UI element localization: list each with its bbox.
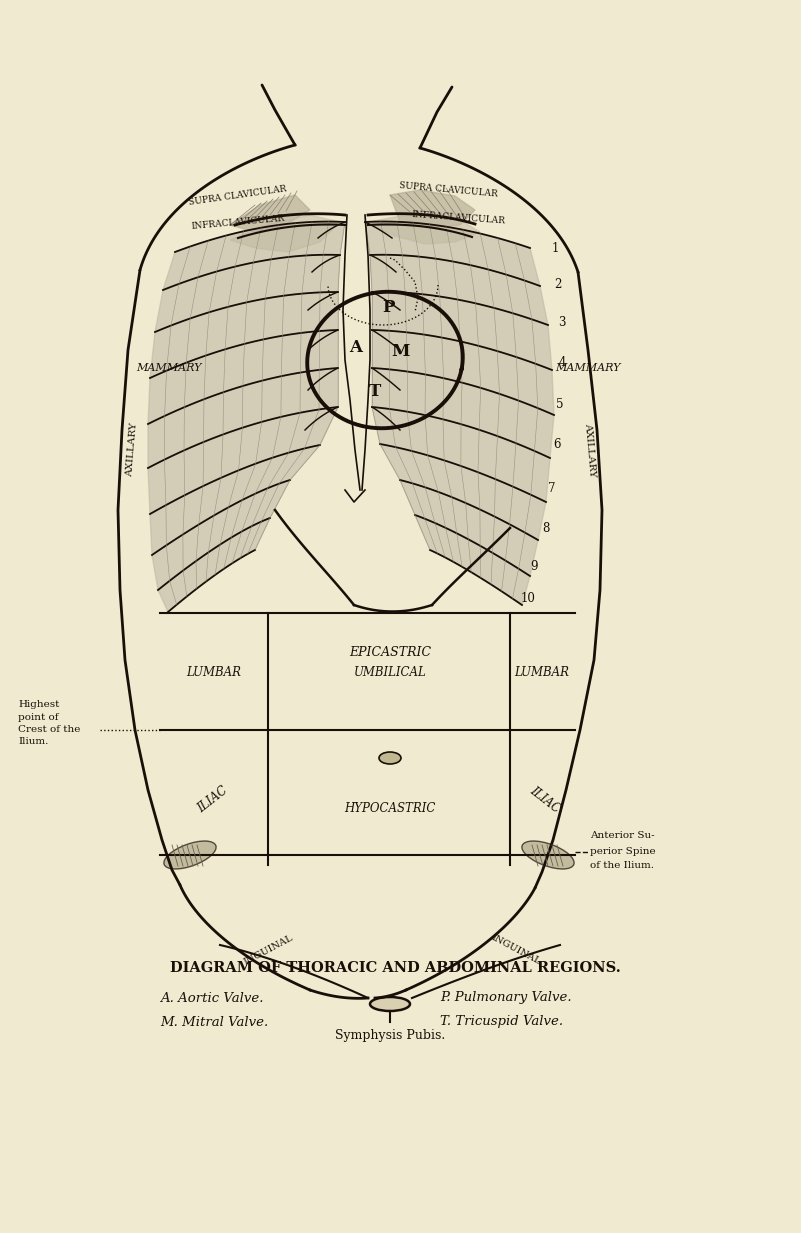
Text: 5: 5	[556, 397, 564, 411]
Text: 9: 9	[530, 560, 537, 572]
Polygon shape	[163, 222, 345, 290]
Text: M. Mitral Valve.: M. Mitral Valve.	[160, 1016, 268, 1028]
Text: UMBILICAL: UMBILICAL	[353, 666, 426, 678]
Text: DIAGRAM OF THORACIC AND ABDOMINAL REGIONS.: DIAGRAM OF THORACIC AND ABDOMINAL REGION…	[170, 961, 621, 975]
Polygon shape	[370, 255, 548, 326]
Text: 10: 10	[521, 592, 535, 604]
Text: MAMMARY: MAMMARY	[136, 363, 202, 374]
Polygon shape	[230, 195, 310, 232]
Text: Highest
point of
Crest of the
Ilium.: Highest point of Crest of the Ilium.	[18, 700, 80, 746]
Polygon shape	[148, 407, 338, 514]
Text: INFRACLAVICULAR: INFRACLAVICULAR	[411, 211, 505, 226]
Text: SUPRA CLAVICULAR: SUPRA CLAVICULAR	[398, 181, 497, 199]
Text: SUPRA CLAVICULAR: SUPRA CLAVICULAR	[188, 185, 288, 207]
Text: perior Spine: perior Spine	[590, 847, 656, 856]
Polygon shape	[400, 480, 538, 576]
Text: INGUINAL: INGUINAL	[489, 933, 542, 967]
Polygon shape	[155, 255, 340, 332]
Text: A: A	[349, 339, 363, 356]
Text: A. Aortic Valve.: A. Aortic Valve.	[160, 991, 264, 1005]
Text: 7: 7	[548, 482, 556, 494]
Text: INFRACLAVICULAR: INFRACLAVICULAR	[191, 213, 285, 231]
Text: of the Ilium.: of the Ilium.	[590, 862, 654, 870]
Polygon shape	[380, 444, 546, 540]
Text: 8: 8	[542, 522, 549, 534]
Text: ILIAC: ILIAC	[527, 784, 562, 816]
Text: LUMBAR: LUMBAR	[514, 666, 570, 678]
Text: 2: 2	[554, 279, 562, 291]
Polygon shape	[390, 190, 475, 228]
Ellipse shape	[379, 752, 401, 764]
Text: M: M	[391, 344, 409, 360]
Text: ILIAC: ILIAC	[195, 784, 231, 816]
Ellipse shape	[164, 841, 216, 869]
Polygon shape	[150, 445, 320, 555]
Polygon shape	[368, 215, 480, 244]
Text: AXILLARY: AXILLARY	[583, 423, 597, 477]
Polygon shape	[365, 222, 540, 286]
Text: INGUINAL: INGUINAL	[242, 933, 294, 967]
Polygon shape	[148, 330, 338, 424]
Text: T: T	[369, 383, 381, 401]
Text: Anterior Su-: Anterior Su-	[590, 831, 654, 841]
Text: AXILLARY: AXILLARY	[125, 423, 139, 477]
Polygon shape	[230, 215, 340, 252]
Text: P. Pulmonary Valve.: P. Pulmonary Valve.	[440, 991, 572, 1005]
Polygon shape	[372, 292, 552, 370]
Ellipse shape	[522, 841, 574, 869]
Polygon shape	[415, 515, 530, 605]
Polygon shape	[150, 292, 338, 379]
Text: P: P	[382, 300, 394, 317]
Text: 6: 6	[553, 439, 561, 451]
Text: LUMBAR: LUMBAR	[187, 666, 241, 678]
Text: 1: 1	[551, 242, 558, 254]
Text: HYPOCASTRIC: HYPOCASTRIC	[344, 801, 436, 815]
Text: 3: 3	[558, 316, 566, 328]
Polygon shape	[372, 330, 554, 416]
Polygon shape	[372, 407, 550, 502]
Polygon shape	[158, 518, 270, 612]
Text: MAMMARY: MAMMARY	[555, 363, 621, 374]
Text: EPICASTRIC: EPICASTRIC	[349, 646, 431, 658]
Polygon shape	[152, 480, 290, 591]
Text: 4: 4	[558, 355, 566, 369]
Polygon shape	[372, 367, 554, 457]
Text: Symphysis Pubis.: Symphysis Pubis.	[335, 1028, 445, 1042]
Polygon shape	[148, 367, 338, 469]
Ellipse shape	[370, 997, 410, 1011]
Text: T. Tricuspid Valve.: T. Tricuspid Valve.	[440, 1016, 563, 1028]
